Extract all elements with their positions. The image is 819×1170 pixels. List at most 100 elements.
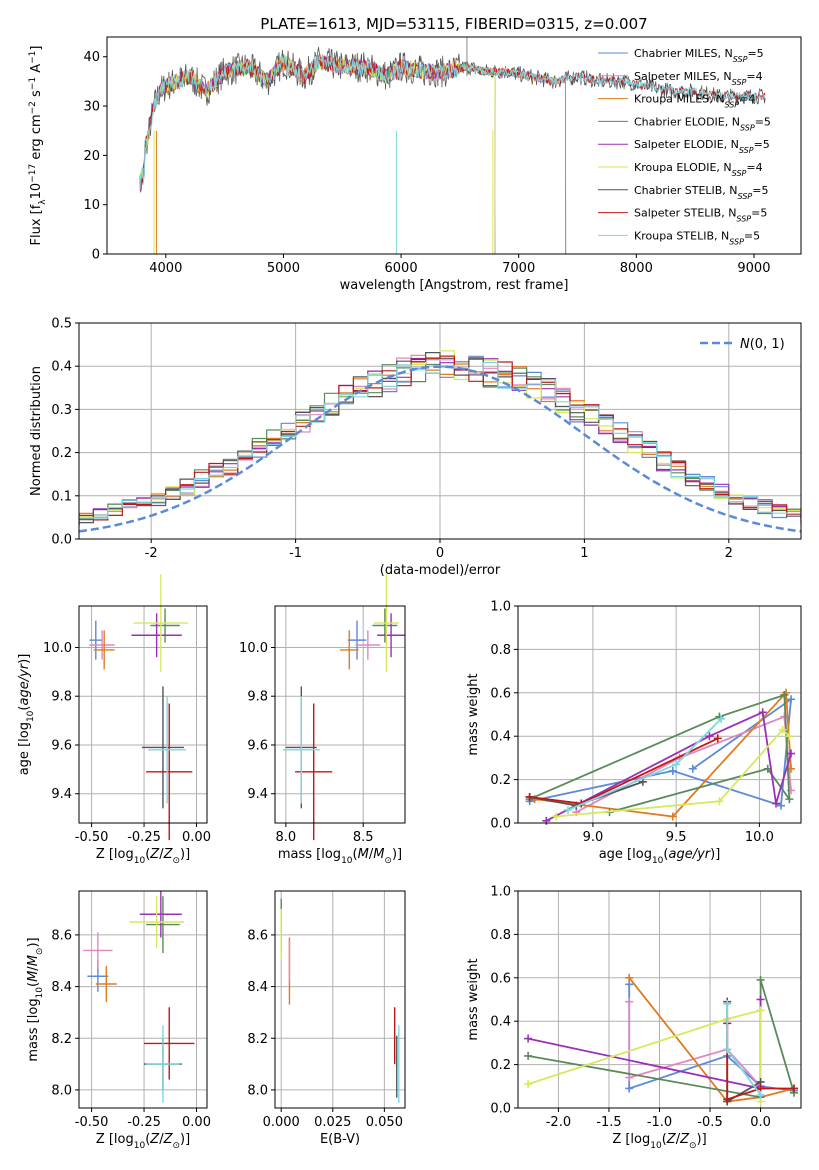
error-bar-point: [146, 896, 180, 953]
y-tick-label: 0.0: [490, 817, 511, 832]
x-tick-label: 7000: [502, 261, 535, 276]
y-tick-label: 0.0: [490, 1102, 511, 1117]
x-axis-label: wavelength [Angstrom, rest frame]: [340, 278, 569, 293]
x-tick-label: -1.0: [647, 1115, 672, 1130]
error-bar-point: [374, 574, 399, 672]
x-tick-label: 10.0: [745, 830, 774, 845]
y-tick-label: 10: [83, 198, 100, 213]
histogram-step: [79, 352, 801, 527]
error-bar-point: [148, 696, 187, 804]
x-tick-label: 0.000: [263, 1115, 300, 1130]
axes-frame: [517, 605, 802, 824]
y-tick-label: 0.0: [51, 533, 72, 548]
x-tick-label: 4000: [149, 261, 182, 276]
error-bar-point: [377, 613, 405, 658]
mass-weight-marker: [785, 732, 794, 741]
x-tick-label: 0: [436, 546, 444, 561]
mass-weight-marker: [777, 801, 786, 810]
x-tick-label: 1: [580, 546, 588, 561]
y-tick-label: 40: [83, 50, 100, 65]
mass-weight-line: [628, 1001, 762, 1087]
axes-frame: [106, 36, 802, 255]
mass-weight-marker: [542, 816, 551, 825]
spectrum-line: [139, 54, 766, 191]
error-bar-point: [129, 896, 184, 948]
legend-label: Salpeter ELODIE, NSSP=5: [634, 138, 770, 155]
y-tick-label: 8.6: [51, 928, 72, 943]
x-axis-label: age [log10(age/yr)]: [599, 847, 721, 866]
error-bar-point: [83, 932, 113, 969]
y-tick-label: 0.8: [490, 928, 511, 943]
error-bar-point: [150, 608, 180, 643]
axes-frame: [274, 890, 406, 1109]
y-tick-label: 0.4: [51, 360, 72, 375]
y-tick-label: 9.6: [247, 738, 268, 753]
y-tick-label: 8.2: [247, 1032, 268, 1047]
x-axis-label: Z [log10(Z/Z⊙)]: [96, 1132, 190, 1151]
error-bar-point: [89, 620, 103, 660]
x-tick-label: 0.00: [182, 830, 211, 845]
histogram-step: [79, 350, 801, 519]
error-bar-point: [347, 620, 367, 660]
mass-weight-marker: [525, 792, 534, 801]
mass-weight-marker: [756, 995, 765, 1004]
error-bar-point: [355, 630, 381, 660]
mass-weight-line: [527, 1009, 762, 1102]
y-tick-label: 0.1: [51, 489, 72, 504]
error-bar-point: [146, 703, 193, 841]
y-tick-label: 1.0: [490, 600, 511, 615]
x-tick-label: 8.0: [275, 830, 296, 845]
y-tick-label: 30: [83, 100, 100, 115]
y-tick-label: 8.2: [51, 1032, 72, 1047]
y-tick-label: 20: [83, 149, 100, 164]
error-bars: [280, 898, 400, 1103]
x-tick-label: 6000: [385, 261, 418, 276]
y-tick-label: 9.8: [51, 690, 72, 705]
x-tick-label: -0.50: [75, 1115, 109, 1130]
panel-massweight-vs-Z: -2.0 -1.5 -1.0 -0.5 0.0 0.0 0.2 0.4 0.6 0.8 1.0 Z […: [466, 885, 802, 1151]
x-tick-label: 0.025: [314, 1115, 351, 1130]
mass-weight-marker: [717, 714, 726, 723]
histogram-step: [79, 362, 801, 521]
error-bar-point: [131, 613, 182, 658]
mass-weight-marker: [552, 812, 561, 821]
error-bar-point: [89, 630, 115, 660]
y-tick-label: 0.6: [490, 686, 511, 701]
y-tick-label: 0.8: [490, 643, 511, 658]
x-tick-label: 0.0: [750, 1115, 771, 1130]
y-tick-label: 0.2: [51, 446, 72, 461]
x-tick-label: -2: [145, 546, 158, 561]
legend-normal-label: N(0, 1): [740, 337, 785, 352]
spectrum-lines: [139, 37, 766, 254]
mass-weight-marker: [772, 799, 781, 808]
x-axis-label: Z [log10(Z/Z⊙)]: [96, 847, 190, 866]
y-tick-label: 9.4: [51, 787, 72, 802]
mass-weight-marker: [787, 695, 796, 704]
axes-frame: [78, 322, 802, 540]
x-tick-label: 0.00: [182, 1115, 211, 1130]
panel-massweight-vs-age: 9.0 9.5 10.0 0.0 0.2 0.4 0.6 0.8 1.0 age [log10(a…: [466, 600, 802, 866]
mass-weight-marker: [756, 975, 765, 984]
error-bars: [83, 891, 195, 1103]
error-bar-point: [146, 1025, 180, 1103]
mass-weight-marker: [723, 1095, 732, 1104]
mass-weight-line: [556, 728, 790, 818]
mass-weight-marker: [524, 1051, 533, 1060]
y-tick-label: 0.6: [490, 971, 511, 986]
mass-weight-line: [527, 999, 762, 1090]
mass-weight-marker: [625, 1084, 634, 1093]
panel-age-vs-Z: -0.50 -0.25 0.00 9.4 9.6 9.8 10.0 Z [log10(Z/Z⊙…: [17, 574, 211, 866]
y-tick-label: 0.4: [490, 730, 511, 745]
y-tick-label: 10.0: [43, 641, 72, 656]
error-bar-point: [141, 686, 184, 809]
y-axis-label: Normed distribution: [29, 366, 44, 496]
x-tick-label: 9.5: [666, 830, 687, 845]
histograms: [79, 350, 801, 533]
mass-weight-marker: [756, 1006, 765, 1015]
x-axis-label: Z [log10(Z/Z⊙)]: [612, 1132, 706, 1151]
y-tick-label: 8.0: [51, 1083, 72, 1098]
x-tick-label: -0.5: [697, 1115, 722, 1130]
spectrum-line: [139, 54, 567, 254]
mass-weight-lines: [525, 688, 796, 825]
